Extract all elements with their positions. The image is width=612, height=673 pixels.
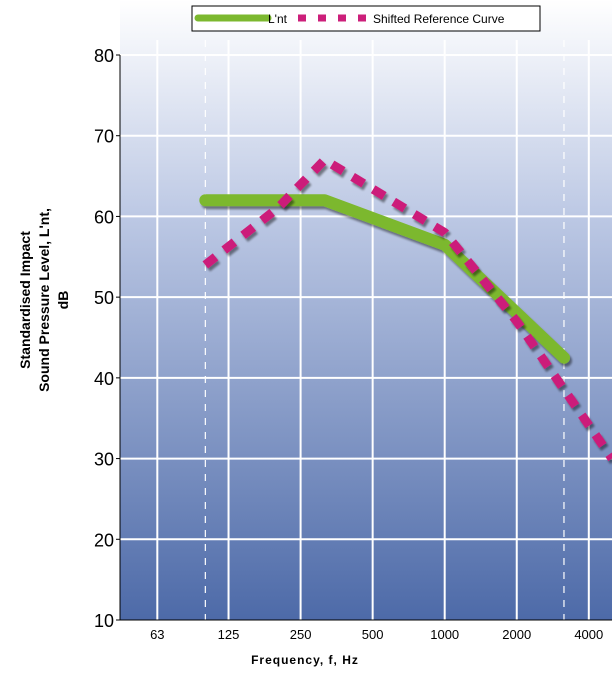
y-tick-label-60: 60 (94, 207, 114, 227)
x-tick-label-63: 63 (150, 627, 164, 642)
series-group (199, 155, 612, 462)
y-tick-labels: 10 20 30 40 50 60 70 80 (94, 46, 120, 631)
grid (120, 40, 612, 620)
x-tick-label-2000: 2000 (502, 627, 531, 642)
x-axis-label: Frequency, f, Hz (251, 653, 359, 667)
x-tick-labels: 63 125 250 500 1000 2000 4000 (150, 627, 603, 642)
y-tick-label-80: 80 (94, 46, 114, 66)
x-tick-label-1000: 1000 (430, 627, 459, 642)
x-tick-label-500: 500 (362, 627, 384, 642)
plot-area (120, 0, 612, 620)
legend-label-reference: Shifted Reference Curve (373, 12, 505, 26)
y-tick-label-40: 40 (94, 369, 114, 389)
y-tick-label-50: 50 (94, 288, 114, 308)
x-tick-label-4000: 4000 (574, 627, 603, 642)
y-tick-label-20: 20 (94, 530, 114, 550)
legend: L'nt Shifted Reference Curve (191, 5, 541, 32)
y-tick-label-30: 30 (94, 450, 114, 470)
y-axis-label-line-2: Sound Pressure Level, L'nt, (36, 208, 52, 392)
y-tick-label-10: 10 (94, 611, 114, 631)
series-line-reference (202, 155, 612, 462)
y-tick-label-70: 70 (94, 127, 114, 147)
x-tick-label-125: 125 (218, 627, 240, 642)
y-axis-label-line-1: Standardised Impact (17, 231, 33, 369)
x-tick-label-250: 250 (290, 627, 312, 642)
axes (119, 55, 612, 621)
legend-label-lnt: L'nt (268, 12, 288, 26)
y-axis-label: Standardised Impact Sound Pressure Level… (17, 208, 71, 392)
y-axis-label-line-3: dB (55, 291, 71, 310)
